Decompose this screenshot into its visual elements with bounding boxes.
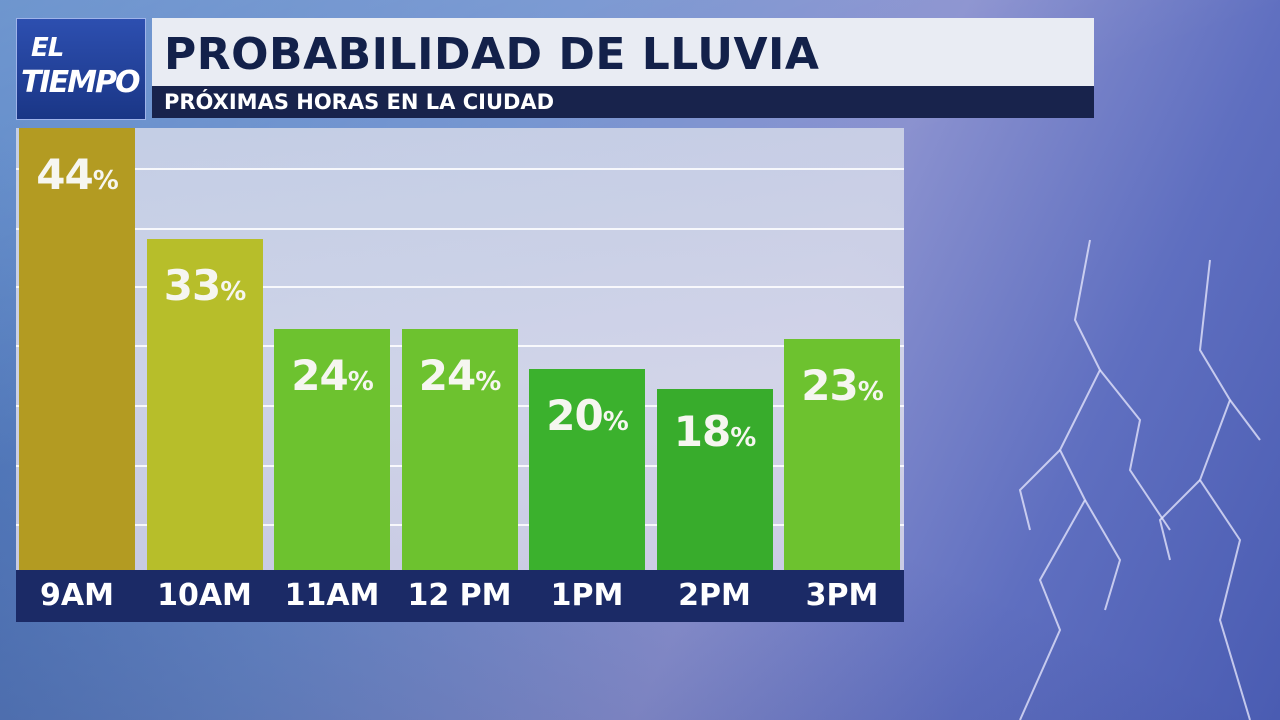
bar-value-label: 24% [274, 351, 390, 400]
x-tick-label: 12 PM [407, 578, 512, 613]
lightning-image [1018, 239, 1261, 720]
bar-value-number: 18 [673, 407, 731, 457]
bar-value-number: 24 [418, 350, 476, 400]
bar-value-label: 24% [402, 351, 518, 400]
bar-value-label: 44% [19, 150, 135, 199]
bar-value-label: 20% [529, 391, 645, 440]
chart-subtitle: PRÓXIMAS HORAS EN LA CIUDAD [164, 90, 555, 114]
x-tick-label: 1PM [550, 578, 624, 613]
x-tick-label: 10AM [157, 578, 252, 613]
bar-value-number: 20 [546, 391, 603, 441]
bar-value-unit: % [347, 366, 374, 397]
gridline [16, 286, 904, 288]
x-tick-label: 9AM [40, 578, 114, 613]
gridline [16, 228, 904, 230]
bar-value-number: 33 [163, 260, 221, 310]
bar-value-unit: % [475, 366, 501, 397]
bar-value-number: 23 [801, 360, 858, 410]
title-banner: PROBABILIDAD DE LLUVIA [152, 18, 1094, 86]
x-tick-label: 11AM [284, 578, 380, 613]
chart-panel: 44% 33% 24% 24% 20% 18% 23% 9AM 10AM 11AM 12 PM 1PM… [16, 128, 904, 622]
bar-value-number: 44 [36, 150, 93, 199]
bar-value-unit: % [220, 276, 246, 307]
bar-12pm: 24% [401, 328, 518, 570]
x-axis: 9AM 10AM 11AM 12 PM 1PM 2PM 3PM [16, 570, 904, 622]
bar-value-label: 18% [657, 407, 773, 456]
bar-value-number: 24 [291, 350, 348, 400]
chart-title: PROBABILIDAD DE LLUVIA [164, 29, 820, 80]
bar-10am: 33% [146, 238, 263, 570]
x-tick-label: 2PM [678, 578, 751, 613]
bar-value-unit: % [730, 423, 756, 454]
bar-value-label: 33% [147, 261, 263, 310]
x-tick-label: 3PM [805, 578, 879, 613]
bar-value-unit: % [92, 166, 119, 196]
bar-3pm: 23% [784, 338, 900, 570]
bar-value-unit: % [857, 376, 884, 407]
bar-value-unit: % [602, 407, 629, 438]
bar-9am: 44% [19, 128, 135, 570]
logo-line-el: EL [31, 33, 64, 63]
bar-2pm: 18% [656, 389, 773, 570]
gridline [16, 168, 904, 170]
subtitle-banner: PRÓXIMAS HORAS EN LA CIUDAD [152, 86, 1094, 118]
bar-1pm: 20% [529, 369, 645, 570]
bar-value-label: 23% [784, 361, 900, 410]
el-tiempo-logo: EL TIEMPO [16, 18, 146, 120]
bar-11am: 24% [274, 328, 390, 570]
logo-line-tiempo: TIEMPO [21, 65, 140, 100]
